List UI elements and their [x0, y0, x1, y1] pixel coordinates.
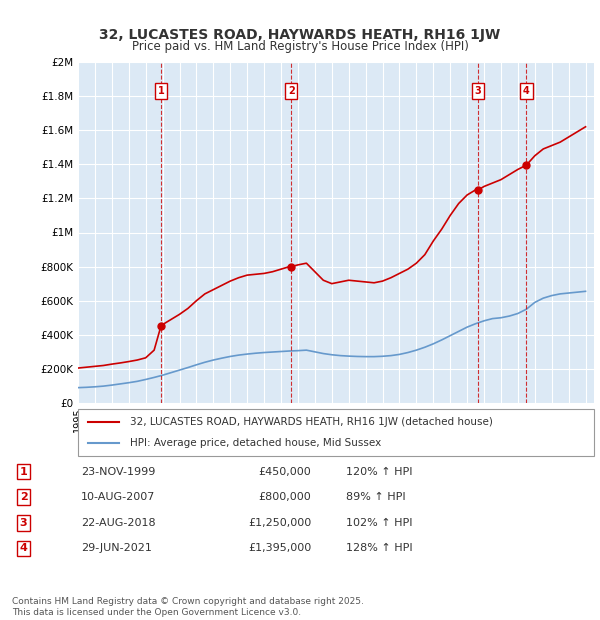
Text: 128% ↑ HPI: 128% ↑ HPI [346, 543, 413, 553]
Text: £450,000: £450,000 [259, 467, 311, 477]
Text: 1: 1 [158, 86, 164, 96]
Text: £1,395,000: £1,395,000 [248, 543, 311, 553]
Text: Contains HM Land Registry data © Crown copyright and database right 2025.
This d: Contains HM Land Registry data © Crown c… [12, 598, 364, 617]
Text: 1: 1 [20, 467, 28, 477]
Text: 32, LUCASTES ROAD, HAYWARDS HEATH, RH16 1JW (detached house): 32, LUCASTES ROAD, HAYWARDS HEATH, RH16 … [130, 417, 493, 427]
Text: HPI: Average price, detached house, Mid Sussex: HPI: Average price, detached house, Mid … [130, 438, 381, 448]
Text: 22-AUG-2018: 22-AUG-2018 [81, 518, 156, 528]
Text: 2: 2 [288, 86, 295, 96]
Text: 32, LUCASTES ROAD, HAYWARDS HEATH, RH16 1JW: 32, LUCASTES ROAD, HAYWARDS HEATH, RH16 … [100, 28, 500, 42]
FancyBboxPatch shape [78, 409, 594, 456]
Text: 102% ↑ HPI: 102% ↑ HPI [346, 518, 413, 528]
Text: 2: 2 [20, 492, 28, 502]
Text: 29-JUN-2021: 29-JUN-2021 [81, 543, 152, 553]
Text: 89% ↑ HPI: 89% ↑ HPI [346, 492, 406, 502]
Text: 4: 4 [20, 543, 28, 553]
Text: £800,000: £800,000 [259, 492, 311, 502]
Text: £1,250,000: £1,250,000 [248, 518, 311, 528]
Text: 3: 3 [475, 86, 481, 96]
Text: 4: 4 [523, 86, 530, 96]
Text: 10-AUG-2007: 10-AUG-2007 [81, 492, 155, 502]
Text: 120% ↑ HPI: 120% ↑ HPI [346, 467, 413, 477]
Text: 23-NOV-1999: 23-NOV-1999 [81, 467, 155, 477]
Text: 3: 3 [20, 518, 28, 528]
Text: Price paid vs. HM Land Registry's House Price Index (HPI): Price paid vs. HM Land Registry's House … [131, 40, 469, 53]
